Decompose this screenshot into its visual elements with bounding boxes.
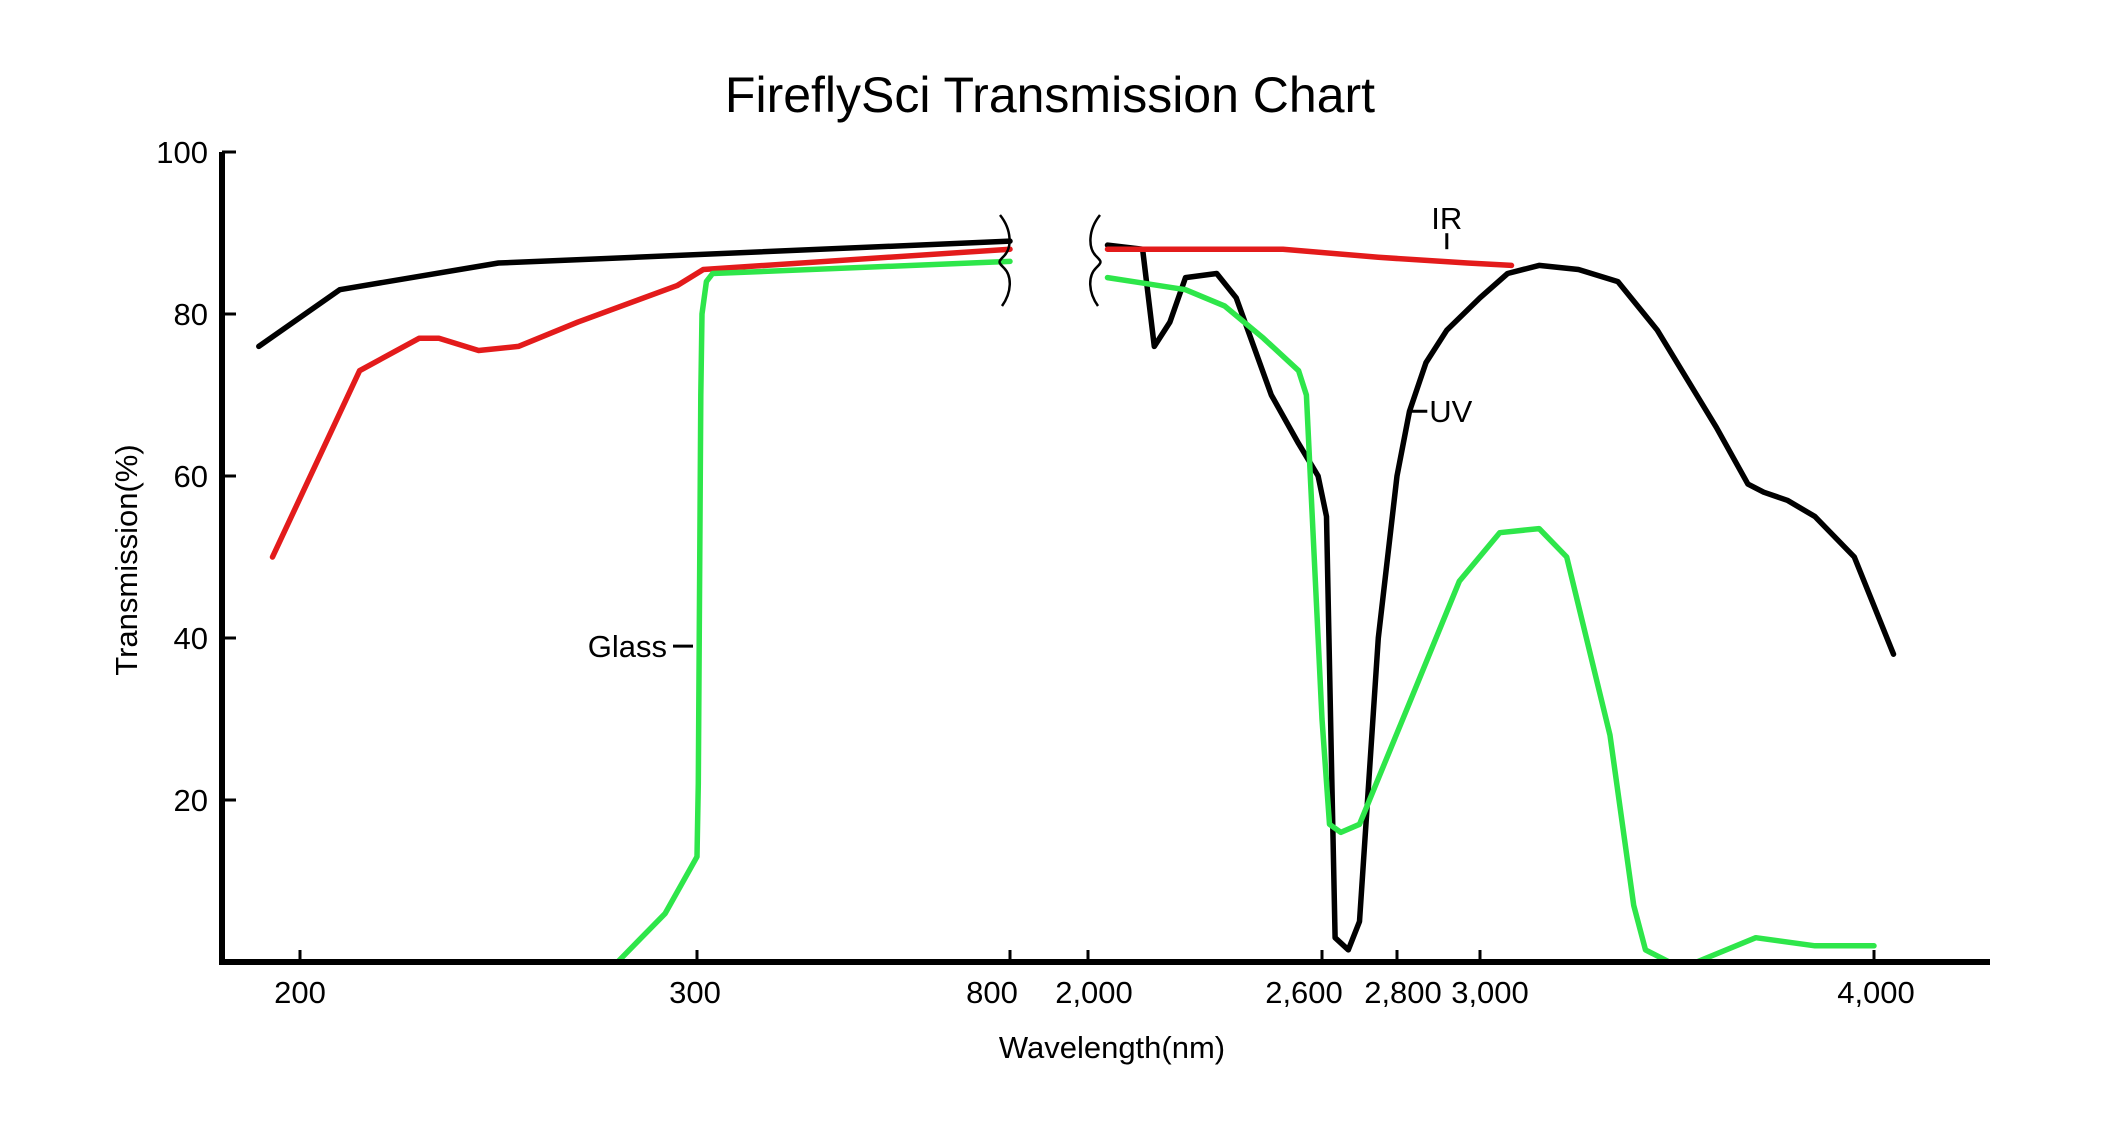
ir-curve-right bbox=[1104, 246, 1515, 269]
y-tick-label: 40 bbox=[174, 621, 208, 656]
uv-black-curve-right bbox=[1104, 242, 1897, 953]
uv-label: UV bbox=[1429, 394, 1472, 429]
y-axis-title: Transmission(%) bbox=[109, 444, 144, 675]
glass-label: Glass bbox=[588, 629, 667, 664]
x-axis-title: Wavelength(nm) bbox=[999, 1030, 1225, 1065]
x-tick-label: 200 bbox=[274, 975, 326, 1010]
plot-area bbox=[256, 238, 1897, 965]
x-tick-label: 3,000 bbox=[1451, 975, 1529, 1010]
x-tick-label: 2,800 bbox=[1364, 975, 1442, 1010]
x-tick-label: 800 bbox=[966, 975, 1018, 1010]
x-tick-label: 2,000 bbox=[1055, 975, 1133, 1010]
glass-curve-left bbox=[614, 258, 1013, 965]
axes bbox=[219, 152, 1990, 965]
y-tick-label: 80 bbox=[174, 297, 208, 332]
y-tick-label: 60 bbox=[174, 459, 208, 494]
axis-break-right bbox=[1089, 214, 1102, 307]
ir-label: IR bbox=[1431, 201, 1462, 236]
axis-break-left bbox=[998, 214, 1011, 307]
y-tick-label: 20 bbox=[174, 783, 208, 818]
chart-title: FireflySci Transmission Chart bbox=[725, 67, 1375, 123]
ir-curve-left bbox=[269, 246, 1013, 560]
glass-curve-right bbox=[1104, 274, 1877, 965]
x-tick-label: 2,600 bbox=[1265, 975, 1343, 1010]
x-tick-label: 4,000 bbox=[1837, 975, 1915, 1010]
x-tick-label: 300 bbox=[669, 975, 721, 1010]
uv-black-curve-left bbox=[256, 238, 1013, 350]
y-tick-label: 100 bbox=[156, 135, 208, 170]
series-labels: Glass IR UV bbox=[588, 201, 1473, 664]
ticks: 20 40 60 80 100 200 300 800 2,000 2,600 2,800 3,000… bbox=[156, 135, 1915, 1010]
